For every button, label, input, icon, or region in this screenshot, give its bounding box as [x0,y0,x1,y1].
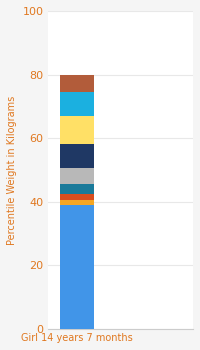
Bar [60,200,94,205]
Bar [60,92,94,116]
Bar [60,194,94,200]
Bar [60,145,94,168]
Bar [60,205,94,329]
Bar [60,168,94,184]
Bar [60,75,94,92]
Bar [60,116,94,145]
Y-axis label: Percentile Weight in Kilograms: Percentile Weight in Kilograms [7,95,17,245]
Bar [60,184,94,194]
